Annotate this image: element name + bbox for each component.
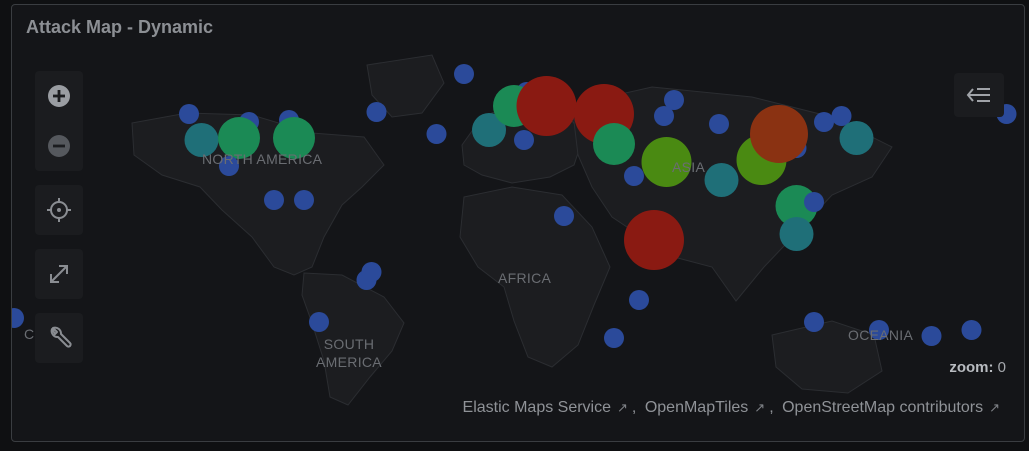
attack-point[interactable]	[961, 320, 982, 340]
attack-point[interactable]	[624, 166, 644, 186]
attack-point[interactable]	[704, 163, 739, 197]
attack-point[interactable]	[604, 328, 624, 348]
attack-point[interactable]	[624, 210, 684, 270]
zoom-value: 0	[997, 359, 1006, 376]
map-attribution: Elastic Maps Service ↗, OpenMapTiles ↗, Op…	[462, 399, 1000, 416]
attack-point[interactable]	[641, 137, 692, 187]
expand-icon	[50, 265, 68, 283]
attack-point[interactable]	[179, 104, 199, 124]
attack-point[interactable]	[831, 106, 852, 126]
label-oceania: OCEANIA	[848, 327, 914, 343]
attack-point[interactable]	[869, 320, 889, 340]
map-toolbar	[35, 71, 83, 377]
attack-point[interactable]	[218, 117, 260, 159]
tools-button[interactable]	[35, 313, 83, 363]
attack-point[interactable]	[366, 102, 387, 122]
attack-point[interactable]	[426, 124, 447, 144]
legend-toggle-button[interactable]	[954, 73, 1004, 117]
zoom-in-button[interactable]	[35, 71, 83, 121]
greenland-land	[366, 54, 445, 118]
attack-point[interactable]	[750, 105, 808, 163]
attack-point[interactable]	[184, 123, 219, 157]
wrench-icon	[50, 326, 72, 348]
attack-map-panel: Attack Map - Dynamic NORTH AMERICA ASIA …	[11, 4, 1025, 442]
zoom-label: zoom:	[949, 359, 994, 376]
label-africa: AFRICA	[498, 270, 552, 286]
fullscreen-button[interactable]	[35, 249, 83, 299]
attack-point[interactable]	[709, 114, 729, 134]
plus-circle-icon	[48, 85, 70, 107]
attack-point[interactable]	[516, 76, 577, 136]
attack-point[interactable]	[921, 326, 942, 346]
landmass	[131, 54, 893, 406]
minus-circle-icon	[48, 135, 70, 157]
locate-button[interactable]	[35, 185, 83, 235]
attack-point[interactable]	[12, 308, 24, 328]
attack-point[interactable]	[309, 312, 329, 332]
attack-point[interactable]	[629, 290, 649, 310]
attack-point[interactable]	[804, 312, 824, 332]
africa-land	[459, 186, 611, 368]
fullscreen-control	[35, 249, 83, 299]
attack-points-layer	[12, 64, 1017, 348]
zoom-out-button[interactable]	[35, 121, 83, 171]
attack-point[interactable]	[593, 123, 635, 165]
label-south-america: SOUTH AMERICA	[316, 336, 382, 370]
legend-collapse-icon	[966, 88, 990, 102]
tools-control	[35, 313, 83, 363]
attack-point[interactable]	[472, 113, 506, 147]
attack-point[interactable]	[264, 190, 284, 210]
attack-point[interactable]	[361, 262, 382, 282]
locate-control	[35, 185, 83, 235]
external-link-icon: ↗	[617, 400, 628, 415]
attack-point[interactable]	[654, 106, 674, 126]
attack-point[interactable]	[779, 217, 814, 251]
attack-point[interactable]	[273, 117, 315, 159]
attack-point[interactable]	[814, 112, 834, 132]
asia-land	[571, 86, 893, 302]
external-link-icon: ↗	[754, 400, 766, 415]
attack-point[interactable]	[554, 206, 574, 226]
label-asia: ASIA	[672, 159, 706, 175]
attack-point[interactable]	[294, 190, 314, 210]
world-map[interactable]	[12, 5, 1024, 441]
attribution-link-osm[interactable]: OpenStreetMap contributors	[782, 399, 984, 416]
external-link-icon: ↗	[989, 400, 1000, 415]
attack-point[interactable]	[454, 64, 474, 84]
zoom-readout: zoom: 0	[949, 359, 1006, 376]
attribution-link-openmaptiles[interactable]: OpenMapTiles	[644, 399, 749, 416]
label-north-america: NORTH AMERICA	[202, 151, 323, 167]
attack-point[interactable]	[514, 130, 534, 150]
attack-point[interactable]	[804, 192, 824, 212]
attack-point[interactable]	[219, 156, 239, 176]
attribution-link-ems[interactable]: Elastic Maps Service	[462, 399, 612, 416]
attack-point[interactable]	[664, 90, 684, 110]
attack-point[interactable]	[839, 121, 874, 155]
oceania-land	[771, 320, 883, 394]
panel-title: Attack Map - Dynamic	[26, 17, 214, 37]
crosshair-icon	[47, 198, 71, 222]
zoom-controls	[35, 71, 83, 171]
